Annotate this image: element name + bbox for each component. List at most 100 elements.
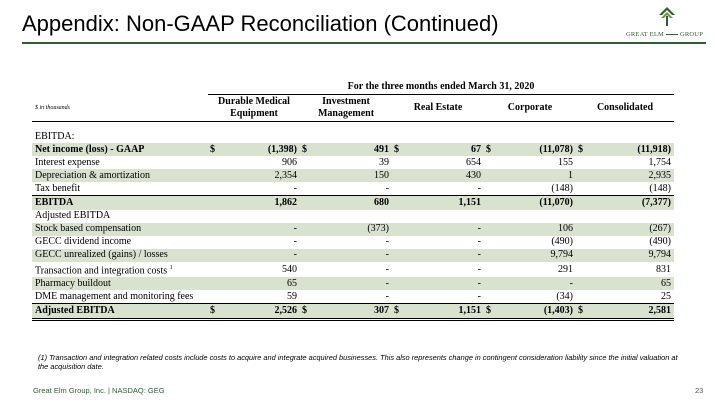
currency-cell (576, 277, 594, 291)
currency-cell (208, 195, 226, 210)
currency-cell (392, 210, 410, 223)
value-cell: - (385, 263, 389, 275)
value-cell: 59 (287, 290, 297, 302)
units-label: $ in thousands (32, 94, 208, 122)
currency-cell (208, 222, 226, 236)
value-cell (502, 130, 576, 143)
value-cell: 491 (318, 143, 392, 157)
value-cell: 67 (410, 143, 484, 157)
table-row: Stock based compensation - (373) - 106 (267) (32, 222, 674, 236)
table-row: Depreciation & amortization 2,354 150 430 1 2… (32, 169, 674, 183)
value-cell: 831 (656, 263, 671, 275)
currency-cell (392, 222, 410, 236)
currency-cell (300, 236, 318, 249)
currency-cell (208, 130, 226, 143)
currency-cell (392, 169, 410, 183)
value-cell: 65 (226, 277, 300, 291)
currency-cell (484, 130, 502, 143)
currency-cell (300, 277, 318, 291)
currency-cell (484, 277, 502, 291)
footnote: (1) Transaction and integration related … (38, 353, 678, 371)
row-label: Transaction and integration costs 1 (35, 264, 173, 277)
currency-cell (208, 248, 226, 262)
currency-cell (576, 210, 594, 223)
currency-cell: $ (392, 143, 410, 157)
logo-wordmark: GREAT ELM GROUP (626, 31, 706, 38)
currency-cell: $ (484, 303, 502, 321)
currency-cell (576, 262, 594, 277)
currency-cell (392, 290, 410, 304)
currency-cell: $ (484, 143, 502, 157)
currency-cell (392, 248, 410, 262)
value-cell (410, 130, 484, 143)
title-divider (22, 42, 706, 44)
row-label: GECC dividend income (35, 236, 132, 248)
value-cell: - (293, 236, 297, 248)
value-cell: 540 (282, 263, 297, 275)
currency-cell (576, 222, 594, 236)
page-title: Appendix: Non-GAAP Reconciliation (Conti… (22, 11, 499, 36)
currency-cell (392, 182, 410, 196)
row-label: DME management and monitoring fees (35, 290, 194, 302)
table-row: EBITDA: (32, 130, 674, 143)
value-cell (226, 130, 300, 143)
value-cell: - (318, 277, 392, 291)
currency-cell (576, 182, 594, 196)
currency-cell (484, 169, 502, 183)
table-row: Net income (loss) - GAAP $ (1,398) $491 $67 $… (32, 143, 674, 157)
currency-cell (208, 182, 226, 196)
row-label: EBITDA: (35, 130, 75, 142)
currency-cell (300, 262, 318, 277)
value-cell: 1,862 (226, 195, 300, 210)
value-cell: 2,526 (226, 303, 300, 321)
currency-cell (300, 222, 318, 236)
value-cell: (11,918) (594, 143, 674, 157)
currency-cell (484, 182, 502, 196)
row-label: Adjusted EBITDA (32, 303, 208, 321)
currency-cell (392, 156, 410, 169)
value-cell: (34) (556, 290, 573, 302)
table-row: Adjusted EBITDA (32, 210, 674, 223)
value-cell: 906 (282, 156, 297, 168)
value-cell: 25 (661, 290, 671, 302)
currency-cell (576, 169, 594, 183)
table-row: GECC unrealized (gains) / losses - - - 9,794… (32, 248, 674, 262)
value-cell: (148) (649, 182, 671, 194)
currency-cell (300, 169, 318, 183)
value-cell: - (477, 290, 481, 302)
value-cell (594, 130, 674, 143)
value-cell (502, 210, 576, 223)
table-row: Transaction and integration costs 1 540 - -… (32, 262, 674, 277)
value-cell: 2,354 (226, 169, 300, 183)
currency-cell (392, 277, 410, 291)
currency-cell (484, 236, 502, 249)
currency-cell (208, 236, 226, 249)
value-cell: - (477, 263, 481, 275)
value-cell: (11,078) (502, 143, 576, 157)
currency-cell (300, 210, 318, 223)
value-cell: - (226, 248, 300, 262)
value-cell: - (318, 248, 392, 262)
row-label: Interest expense (35, 156, 100, 168)
table-row: Adjusted EBITDA $2,526 $307 $1,151 $ (1,403) $… (32, 303, 674, 321)
reconciliation-table: For the three months ended March 31, 202… (32, 80, 674, 321)
currency-cell (484, 262, 502, 277)
value-cell: 680 (318, 195, 392, 210)
row-label: EBITDA (32, 195, 208, 210)
row-label: Depreciation & amortization (32, 169, 208, 183)
value-cell: 9,794 (502, 248, 576, 262)
page-number: 23 (695, 386, 704, 395)
table-row: DME management and monitoring fees 59 - - (3… (32, 290, 674, 304)
row-label: Pharmacy buildout (32, 277, 208, 291)
table-row: EBITDA 1,862 680 1,151 (11,070) (7,377) (32, 195, 674, 210)
value-cell (594, 210, 674, 223)
currency-cell (208, 210, 226, 223)
period-header: For the three months ended March 31, 202… (208, 80, 674, 95)
company-logo: GREAT ELM GROUP (626, 6, 706, 40)
value-cell: (7,377) (594, 195, 674, 210)
value-cell: - (385, 182, 389, 194)
value-cell (410, 210, 484, 223)
value-cell: 1,151 (410, 303, 484, 321)
currency-cell (484, 222, 502, 236)
footer-company: Great Elm Group, Inc. | NASDAQ: GEG (33, 386, 165, 395)
